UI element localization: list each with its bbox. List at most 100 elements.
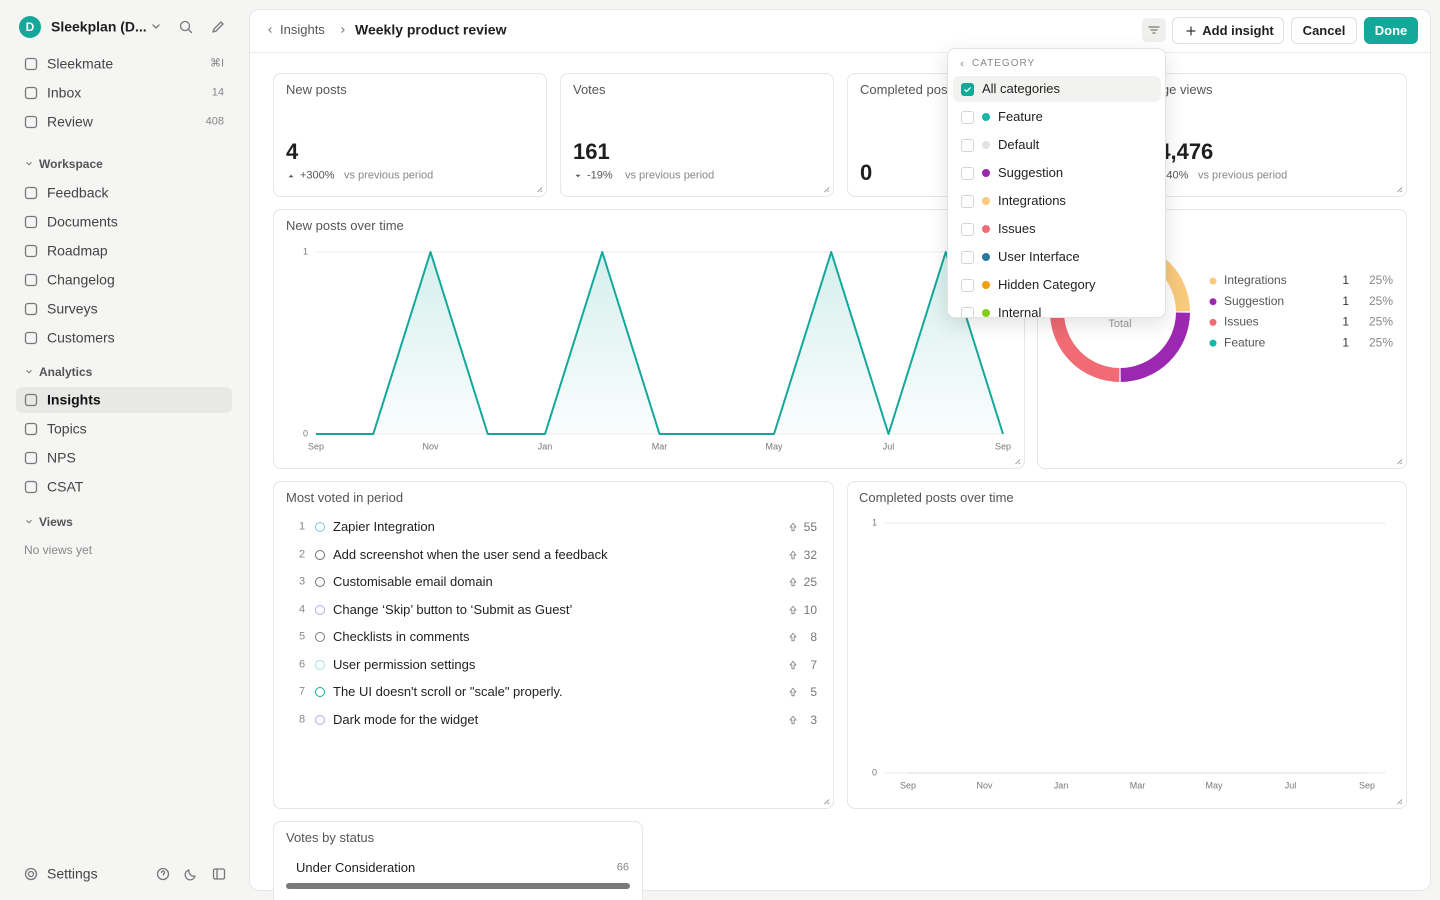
rank: 8 (298, 713, 306, 726)
stat-value: 0 (860, 159, 873, 185)
nav-item[interactable]: Customers (47, 329, 115, 346)
edit-icon (212, 21, 224, 33)
chart-title: Completed posts over time (859, 490, 1014, 506)
option-label[interactable]: Internal (998, 305, 1042, 318)
category-dropdown: CATEGORY All categories Feature Default Sugg… (947, 48, 1166, 318)
nav-icon (24, 422, 38, 436)
settings-label[interactable]: Settings (47, 865, 98, 882)
option-label[interactable]: Default (998, 137, 1040, 153)
post-title[interactable]: Change ‘Skip’ button to ‘Submit as Guest… (333, 602, 573, 618)
checkbox[interactable] (961, 250, 974, 264)
resize-handle (1015, 459, 1021, 465)
nav-badge: 408 (205, 115, 224, 128)
vote-arrow (789, 715, 797, 725)
post-title[interactable]: Add screenshot when the user send a feed… (333, 547, 608, 563)
avatar-letter: D (25, 19, 35, 34)
button-label[interactable]: Add insight (1202, 22, 1274, 38)
option-label[interactable]: Suggestion (998, 165, 1064, 181)
post-title[interactable]: Checklists in comments (333, 629, 470, 645)
nav-item[interactable]: Inbox (47, 84, 82, 101)
vote-count: 3 (810, 712, 817, 727)
post-title[interactable]: The UI doesn't scroll or "scale" properl… (333, 684, 563, 700)
option-label[interactable]: Feature (998, 109, 1043, 125)
layout-icon (212, 868, 226, 880)
vote-count: 32 (803, 547, 817, 562)
breadcrumb-sep (341, 27, 345, 33)
post-title[interactable]: Dark mode for the widget (333, 712, 479, 728)
nav-icon (24, 451, 38, 465)
nav-item[interactable]: NPS (47, 449, 76, 466)
button-label[interactable]: Cancel (1302, 22, 1346, 38)
checkbox[interactable] (961, 278, 974, 292)
status-circle (315, 605, 325, 615)
breadcrumb[interactable]: Insights (280, 22, 325, 38)
card (273, 209, 1025, 469)
status-circle (315, 577, 325, 587)
option-highlight (953, 76, 1161, 102)
page-title: Weekly product review (355, 21, 507, 38)
resize-handle (824, 187, 830, 193)
vote-arrow (789, 687, 797, 697)
checkbox[interactable] (961, 194, 974, 208)
nav-icon (24, 331, 38, 345)
button-label[interactable]: Done (1374, 22, 1408, 38)
nav-item[interactable]: Insights (47, 391, 101, 408)
option-label[interactable]: Hidden Category (998, 277, 1096, 293)
nav-item[interactable]: Sleekmate (47, 55, 114, 72)
card (273, 481, 834, 809)
nav-item[interactable]: Surveys (47, 300, 98, 317)
status-label: Under Consideration (296, 860, 416, 876)
checkbox[interactable] (961, 306, 974, 317)
stat-change: -19% (587, 169, 613, 182)
option-label[interactable]: Issues (998, 221, 1036, 237)
nav-badge: 14 (211, 86, 224, 99)
nav-icon (24, 480, 38, 494)
nav-item[interactable]: Changelog (47, 271, 115, 288)
stat-change: +40% (1160, 169, 1189, 182)
chart-title: New posts over time (286, 218, 404, 234)
nav-icon (24, 302, 38, 316)
option-label[interactable]: User Interface (998, 249, 1080, 265)
option-label[interactable]: All categories (982, 81, 1061, 97)
vote-arrow (789, 660, 797, 670)
nav-item[interactable]: Feedback (47, 184, 109, 201)
nav-item[interactable]: Documents (47, 213, 118, 230)
stat-change: +300% (300, 169, 335, 182)
workspace-name: Sleekplan (D... (51, 18, 147, 35)
rank: 3 (298, 575, 306, 588)
vote-count: 5 (810, 684, 817, 699)
stat-label: Completed posts (860, 82, 958, 98)
checkbox[interactable] (961, 222, 974, 236)
stat-note: vs previous period (344, 169, 434, 182)
vote-arrow (789, 605, 797, 615)
header-button[interactable] (1364, 17, 1418, 44)
section-title: Views (39, 514, 73, 529)
post-title[interactable]: User permission settings (333, 657, 476, 673)
option-label[interactable]: Integrations (998, 193, 1066, 209)
nav-item[interactable]: Review (47, 113, 93, 130)
resize-handle (1397, 799, 1403, 805)
rank: 7 (298, 685, 306, 698)
nav-icon (24, 215, 38, 229)
nav-item[interactable]: Roadmap (47, 242, 108, 259)
empty-views: No views yet (24, 542, 93, 557)
nav-item[interactable]: CSAT (47, 478, 84, 495)
nav-item[interactable]: Topics (47, 420, 87, 437)
rank: 1 (298, 520, 306, 533)
checkbox[interactable] (961, 82, 974, 96)
section-chevron (26, 520, 32, 524)
category-dot (982, 225, 990, 233)
header-button[interactable] (1291, 17, 1357, 44)
checkbox[interactable] (961, 138, 974, 152)
status-count: 66 (616, 861, 629, 874)
post-title[interactable]: Zapier Integration (333, 519, 435, 535)
card-title: Votes by status (286, 830, 375, 846)
nav-icon (24, 244, 38, 258)
back-chevron (268, 27, 272, 33)
resize-handle (824, 799, 830, 805)
section-chevron (26, 162, 32, 166)
checkbox[interactable] (961, 166, 974, 180)
checkbox[interactable] (961, 110, 974, 124)
help-icon (156, 867, 170, 881)
post-title[interactable]: Customisable email domain (333, 574, 493, 590)
